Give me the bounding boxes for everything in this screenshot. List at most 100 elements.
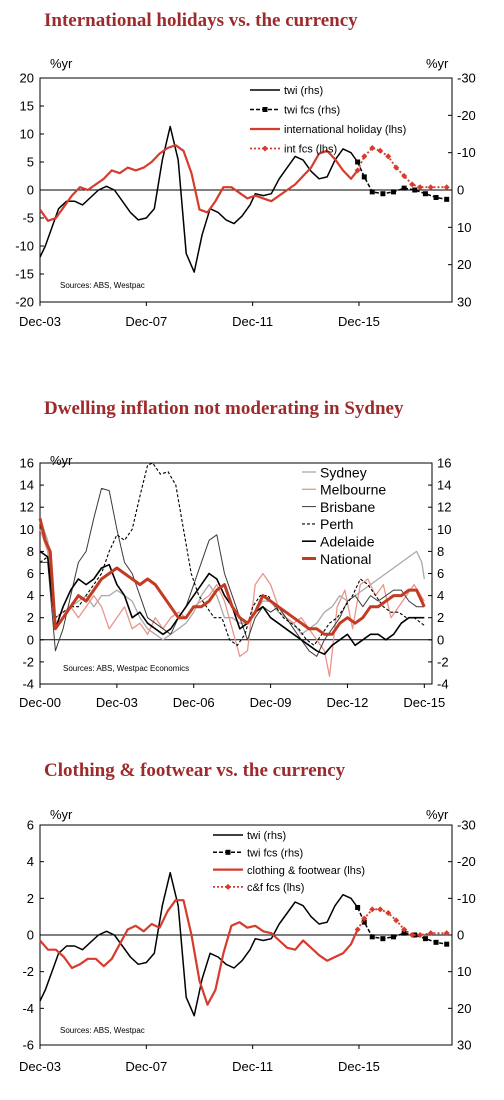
chart-1-ytick-right-label-4: 10 <box>457 220 471 235</box>
chart-3-xtick-label-0: Dec-03 <box>19 1059 61 1074</box>
chart-1-legend-label-0: twi (rhs) <box>284 85 323 97</box>
chart-1-ytick-right-label-6: 30 <box>457 295 471 310</box>
chart-1-series-1-line <box>356 161 447 201</box>
chart-3-series-1-point-5 <box>401 930 407 936</box>
chart-3-ytick-left-label-3: 0 <box>27 928 34 943</box>
chart-2-legend-label-2: Brisbane <box>320 499 375 515</box>
chart-3-series-3-point-7 <box>409 932 416 938</box>
chart-1-series-1-point-9 <box>444 196 450 202</box>
chart-1-ytick-right-label-3: 0 <box>457 183 464 198</box>
chart-1-series-3-point-9 <box>427 184 434 191</box>
chart-2-xtick-label-2: Dec-06 <box>173 695 215 710</box>
chart-3-series-1-point-0 <box>355 905 361 910</box>
chart-2-ytick-right-label-1: -2 <box>437 654 449 669</box>
chart-1-series-3-point-8 <box>417 184 424 191</box>
chart-1-series-3-point-1 <box>361 153 368 160</box>
chart-2-ytick-left-label-1: -2 <box>22 654 34 669</box>
chart-2-ytick-right-label-9: 14 <box>437 478 451 493</box>
chart-3-ytick-left-label-1: -4 <box>22 1001 34 1016</box>
chart-dwelling-inflation: -4 -2 0 2 4 6 8 10 12 14 16 -4 -2 0 2 4 6 8 10 12 14 16 Dec-00… <box>19 453 451 710</box>
chart-2-ytick-left-label-10: 16 <box>20 456 34 471</box>
chart-2-legend-label-5: National <box>320 551 371 567</box>
chart-2-xtick-label-1: Dec-03 <box>96 695 138 710</box>
chart-2-legend-label-3: Perth <box>320 516 353 532</box>
chart-3-ytick-right-label-3: 0 <box>457 928 464 943</box>
chart-3-ytick-right-label-4: 10 <box>457 964 471 979</box>
chart-2-ytick-left-label-0: -4 <box>22 677 34 692</box>
chart-1-title: International holidays vs. the currency <box>44 10 358 31</box>
chart-3-xtick-label-3: Dec-15 <box>338 1059 380 1074</box>
chart-3-ytick-left-label-5: 4 <box>27 854 34 869</box>
chart-1-ytick-left-label-7: 15 <box>20 99 34 114</box>
chart-1-xtick-label-2: Dec-11 <box>232 314 273 329</box>
chart-1-ytick-left-label-8: 20 <box>20 71 34 86</box>
chart-2-ytick-left-label-9: 14 <box>20 478 34 493</box>
chart-3-legend-label-2: clothing & footwear (lhs) <box>247 865 365 877</box>
chart-3-ytick-right-label-5: 20 <box>457 1001 471 1016</box>
chart-2-ytick-right-label-5: 6 <box>437 566 444 581</box>
chart-1-series-3-point-0 <box>354 167 361 174</box>
chart-1-series-3-line <box>356 146 447 189</box>
chart-1-ytick-left-label-5: 5 <box>27 155 34 170</box>
chart-1-series-0-line <box>39 125 359 273</box>
chart-3-series-3-point-6 <box>401 926 408 933</box>
chart-3-series-3-point-2 <box>369 906 376 913</box>
chart-2-legend-label-1: Melbourne <box>320 482 386 498</box>
chart-2-legend-label-0: Sydney <box>320 464 367 480</box>
chart-2-xtick-label-0: Dec-00 <box>19 695 61 710</box>
chart-3-series-3-point-9 <box>427 930 434 937</box>
chart-3-series-1-point-9 <box>444 941 450 947</box>
chart-3-ytick-left-label-0: -6 <box>22 1038 34 1053</box>
chart-2-series-group <box>38 462 426 677</box>
chart-3-series-3-point-10 <box>443 930 450 937</box>
chart-3-series-1-point-2 <box>369 934 375 940</box>
chart-2-ytick-left-label-5: 6 <box>27 566 34 581</box>
chart-3-right-unit: %yr <box>426 807 449 822</box>
chart-1-series-2-line <box>39 144 359 222</box>
chart-3-source-note: Sources: ABS, Westpac <box>60 1026 145 1035</box>
chart-1-series-1-point-5 <box>401 185 407 191</box>
chart-2-title: Dwelling inflation not moderating in Syd… <box>44 398 404 419</box>
chart-2-ytick-left-label-3: 2 <box>27 610 34 625</box>
chart-1-series-3-point-5 <box>393 164 400 171</box>
chart-3-ytick-left-label-4: 2 <box>27 891 34 906</box>
chart-3-legend: twi (rhs) twi fcs (rhs) clothing & footwea… <box>213 830 365 894</box>
chart-3-ytick-right-label-2: -10 <box>457 891 476 906</box>
chart-3-series-1-point-8 <box>433 939 439 945</box>
chart-2-ytick-right-label-2: 0 <box>437 632 444 647</box>
chart-3-series-1-point-7 <box>422 936 428 942</box>
chart-1-legend-swatch-3 <box>250 145 280 152</box>
chart-3-series-2-line <box>39 899 359 1006</box>
chart-3-series-3-point-3 <box>377 906 384 913</box>
chart-3-series-0-line <box>39 871 359 1017</box>
chart-2-ytick-right-label-3: 2 <box>437 610 444 625</box>
chart-1-xtick-label-0: Dec-03 <box>19 314 61 329</box>
chart-2-ytick-right-label-0: -4 <box>437 677 449 692</box>
chart-1-ytick-right-label-0: -30 <box>457 71 476 86</box>
chart-1-ytick-right-label-1: -20 <box>457 108 476 123</box>
chart-3-series-1-line <box>356 907 447 945</box>
chart-2-left-unit: %yr <box>50 453 73 468</box>
chart-3-ytick-left-label-2: -2 <box>22 964 34 979</box>
chart-1-series-3-point-6 <box>401 173 408 179</box>
chart-2-series-5-line <box>38 517 426 636</box>
chart-2-ytick-left-label-7: 10 <box>20 522 34 537</box>
chart-3-series-group <box>39 871 450 1017</box>
chart-1-series-1-point-6 <box>412 187 418 193</box>
chart-1-legend-label-3: int fcs (lhs) <box>284 144 337 156</box>
chart-3-xtick-label-2: Dec-11 <box>232 1059 273 1074</box>
chart-3-series-3-point-5 <box>393 917 400 924</box>
chart-1-series-1-point-8 <box>433 194 439 200</box>
chart-1-xtick-label-3: Dec-15 <box>338 314 380 329</box>
chart-2-ytick-right-label-10: 16 <box>437 456 451 471</box>
chart-2-ytick-left-label-2: 0 <box>27 632 34 647</box>
chart-3-series-1-point-3 <box>380 936 386 942</box>
chart-1-ytick-right-label-2: -10 <box>457 145 476 160</box>
chart-1-right-unit: %yr <box>426 56 449 71</box>
chart-2-series-0-line <box>39 518 425 641</box>
chart-3-series-1-point-1 <box>361 919 367 925</box>
chart-3-left-unit: %yr <box>50 807 73 822</box>
chart-international-holidays: -20 -15 -10 -5 0 5 10 15 20 -30 -20 -10 0 10 20 30 Dec-0… <box>15 56 476 329</box>
